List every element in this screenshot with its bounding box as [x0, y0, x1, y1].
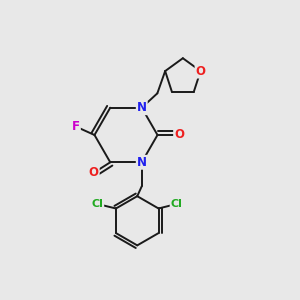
Text: N: N: [137, 101, 147, 114]
Text: Cl: Cl: [92, 199, 103, 209]
Text: N: N: [137, 156, 147, 169]
Text: O: O: [196, 64, 206, 78]
Text: O: O: [174, 128, 184, 142]
Text: O: O: [89, 166, 99, 179]
Text: F: F: [72, 120, 80, 133]
Text: Cl: Cl: [171, 199, 182, 209]
